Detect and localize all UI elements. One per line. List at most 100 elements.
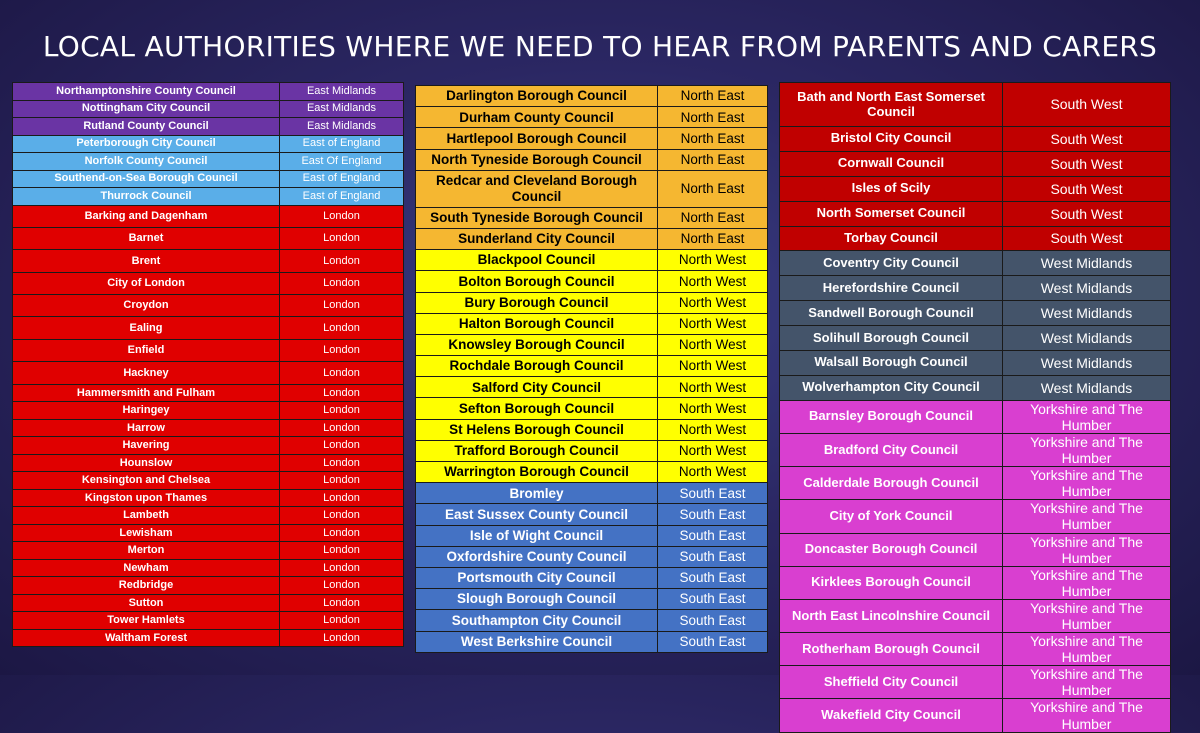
authority-name: Ealing <box>12 316 280 340</box>
table-row: Bristol City Council South West <box>779 126 1171 152</box>
authority-name: Brent <box>12 249 280 273</box>
authority-name: Bradford City Council <box>779 432 1003 468</box>
region-name: South West <box>1002 225 1171 252</box>
table-row: Cornwall Council South West <box>779 150 1171 177</box>
authority-name: Sandwell Borough Council <box>779 300 1003 327</box>
page-title: LOCAL AUTHORITIES WHERE WE NEED TO HEAR … <box>42 30 1158 63</box>
region-name: South West <box>1002 82 1171 127</box>
table-row: Bromley South East <box>415 482 768 505</box>
table-row: Sefton Borough Council North West <box>415 397 768 420</box>
region-name: London <box>279 523 404 543</box>
table-row: North East Lincolnshire Council Yorkshire… <box>779 598 1171 634</box>
region-name: Yorkshire and The Humber <box>1002 698 1171 733</box>
table-row: Blackpool Council North West <box>415 249 768 272</box>
region-name: London <box>279 541 404 560</box>
authority-name: Croydon <box>12 294 280 318</box>
table-row: Portsmouth City Council South East <box>415 566 768 590</box>
table-row: Slough Borough Council South East <box>415 588 768 611</box>
authority-name: Trafford Borough Council <box>415 439 658 463</box>
table-row: Sutton London <box>12 593 404 613</box>
table-row: Tower Hamlets London <box>12 611 404 630</box>
region-name: London <box>279 294 404 318</box>
region-name: South West <box>1002 200 1171 227</box>
table-row: Merton London <box>12 541 404 560</box>
table-row: Enfield London <box>12 338 404 363</box>
region-name: London <box>279 488 404 508</box>
table-row: Rotherham Borough Council Yorkshire and T… <box>779 632 1171 667</box>
region-name: North West <box>657 397 768 420</box>
region-name: London <box>279 271 404 296</box>
authority-name: Barnet <box>12 226 280 251</box>
region-name: London <box>279 576 404 595</box>
region-name: London <box>279 204 404 228</box>
region-name: London <box>279 226 404 251</box>
region-name: Yorkshire and The Humber <box>1002 466 1171 501</box>
authority-name: City of York Council <box>779 499 1003 534</box>
region-name: London <box>279 593 404 613</box>
table-row: Halton Borough Council North West <box>415 312 768 335</box>
authority-name: Thurrock Council <box>12 187 280 206</box>
authority-name: Waltham Forest <box>12 628 280 648</box>
table-row: Thurrock Council East of England <box>12 187 404 206</box>
authority-name: Barking and Dagenham <box>12 204 280 228</box>
authority-name: Lambeth <box>12 506 280 525</box>
region-name: North West <box>657 291 768 314</box>
region-name: London <box>279 383 404 403</box>
table-row: North Somerset Council South West <box>779 200 1171 227</box>
region-name: West Midlands <box>1002 325 1171 352</box>
authority-name: North Somerset Council <box>779 200 1003 227</box>
authority-name: Newham <box>12 558 280 578</box>
table-row: Isles of Scily South West <box>779 175 1171 202</box>
table-row: Rutland County Council East Midlands <box>12 117 404 136</box>
authority-name: South Tyneside Borough Council <box>415 206 658 229</box>
table-row: Knowsley Borough Council North West <box>415 333 768 357</box>
table-row: Wakefield City Council Yorkshire and The … <box>779 698 1171 733</box>
region-name: Yorkshire and The Humber <box>1002 399 1171 434</box>
authority-name: Wakefield City Council <box>779 698 1003 733</box>
authority-name: Wolverhampton City Council <box>779 374 1003 401</box>
table-row: Bury Borough Council North West <box>415 291 768 314</box>
table-row: St Helens Borough Council North West <box>415 418 768 441</box>
region-name: North East <box>657 169 768 208</box>
table-row: Walsall Borough Council West Midlands <box>779 350 1171 376</box>
authority-name: Cornwall Council <box>779 150 1003 177</box>
table-row: Doncaster Borough Council Yorkshire and T… <box>779 532 1171 567</box>
table-row: Calderdale Borough Council Yorkshire and … <box>779 466 1171 501</box>
table-row: Darlington Borough Council North East <box>415 84 768 108</box>
authority-name: Havering <box>12 436 280 455</box>
table-row: Croydon London <box>12 294 404 318</box>
region-name: West Midlands <box>1002 275 1171 302</box>
authority-name: North Tyneside Borough Council <box>415 148 658 171</box>
table-row: Havering London <box>12 436 404 455</box>
table-row: Kirklees Borough Council Yorkshire and Th… <box>779 565 1171 600</box>
authority-name: St Helens Borough Council <box>415 418 658 441</box>
authority-name: Hackney <box>12 361 280 385</box>
table-row: North Tyneside Borough Council North East <box>415 148 768 171</box>
table-row: Hackney London <box>12 361 404 385</box>
authority-name: Lewisham <box>12 523 280 543</box>
authority-name: Sefton Borough Council <box>415 397 658 420</box>
table-row: Hounslow London <box>12 453 404 473</box>
table-row: Lambeth London <box>12 506 404 525</box>
authority-name: Sunderland City Council <box>415 227 658 251</box>
region-name: Yorkshire and The Humber <box>1002 499 1171 534</box>
table-row: Kensington and Chelsea London <box>12 471 404 490</box>
authority-name: City of London <box>12 271 280 296</box>
region-name: South East <box>657 609 768 632</box>
region-name: London <box>279 506 404 525</box>
authority-name: Hammersmith and Fulham <box>12 383 280 403</box>
authority-name: Halton Borough Council <box>415 312 658 335</box>
authority-name: Salford City Council <box>415 376 658 399</box>
authority-name: West Berkshire Council <box>415 630 658 653</box>
region-name: South East <box>657 630 768 653</box>
region-name: London <box>279 436 404 455</box>
table-row: Northamptonshire County Council East Midl… <box>12 82 404 101</box>
region-name: Yorkshire and The Humber <box>1002 598 1171 634</box>
region-name: South East <box>657 524 768 547</box>
table-row: Durham County Council North East <box>415 106 768 129</box>
region-name: Yorkshire and The Humber <box>1002 565 1171 600</box>
region-name: South East <box>657 503 768 526</box>
table-row: Bradford City Council Yorkshire and The H… <box>779 432 1171 468</box>
region-name: London <box>279 418 404 438</box>
region-name: North West <box>657 460 768 484</box>
